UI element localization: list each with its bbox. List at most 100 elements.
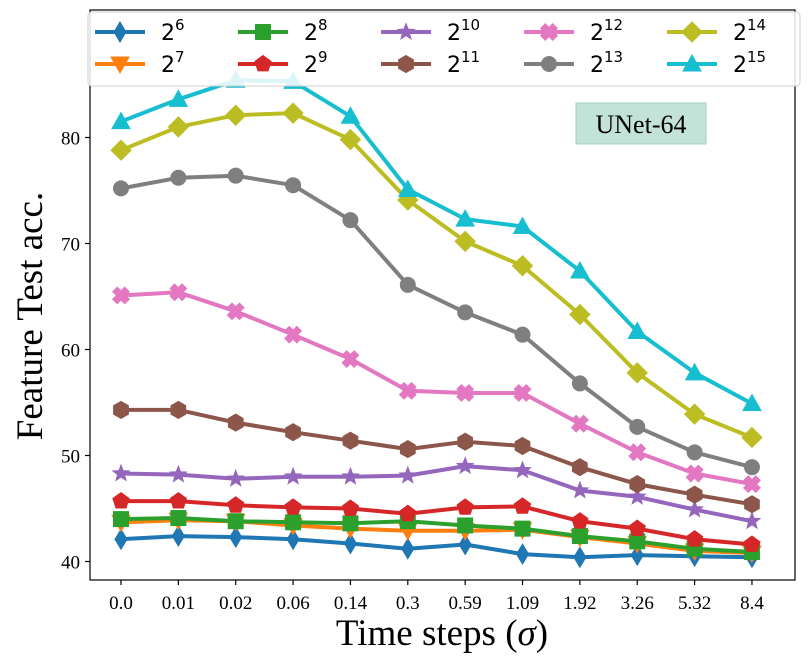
data-point [455, 209, 476, 227]
data-point [170, 510, 187, 527]
y-axis: 40 50 60 70 80 [61, 129, 90, 574]
data-point [511, 255, 534, 277]
x-tick-label: 0.01 [162, 593, 195, 614]
data-point [113, 511, 129, 528]
data-point [629, 533, 646, 550]
data-point [340, 106, 361, 124]
data-point [282, 102, 304, 124]
legend-item-2-6: 26 [95, 16, 185, 46]
x-axis-title-text: Time steps ( [336, 613, 518, 654]
series-line-2-10 [120, 464, 753, 524]
x-tick-label: 3.26 [621, 593, 654, 614]
y-tick-label: 50 [61, 447, 80, 468]
x-axis: 0.0 0.01 0.02 0.06 0.14 0.3 0.59 1.09 1.92 3.26 5.… [109, 580, 764, 614]
x-axis-title: Time steps (σ) [336, 613, 548, 654]
x-tick-label: 1.92 [563, 593, 596, 614]
legend-label: 27 [161, 48, 185, 78]
series-2-12 [111, 283, 761, 494]
data-point [399, 276, 416, 293]
legend-marker [254, 54, 272, 72]
data-point [629, 475, 646, 494]
x-tick-label: 0.59 [449, 593, 482, 614]
data-point [225, 104, 247, 126]
data-point [742, 511, 762, 530]
data-point [227, 413, 244, 432]
data-point [341, 466, 360, 485]
data-point [570, 480, 590, 499]
data-point [744, 495, 760, 514]
data-point [626, 362, 648, 384]
annotation-label: UNet-64 [596, 110, 687, 139]
series-layer [110, 70, 763, 569]
data-point [455, 456, 475, 475]
legend-label: 29 [304, 48, 328, 78]
data-point [167, 116, 190, 138]
data-point [341, 350, 360, 369]
data-point [572, 458, 588, 477]
data-point [111, 286, 131, 305]
x-tick-label: 0.0 [109, 593, 133, 614]
legend-marker [396, 22, 416, 41]
data-point [170, 400, 187, 419]
data-point [342, 431, 359, 450]
data-point [514, 326, 531, 343]
series-2-14 [110, 102, 763, 449]
legend-marker [539, 22, 559, 42]
data-point [171, 525, 185, 548]
data-point [627, 321, 648, 339]
data-point [342, 515, 359, 532]
data-point [457, 304, 474, 321]
data-point [513, 497, 532, 514]
legend-item-2-9: 29 [238, 48, 328, 78]
series-2-10 [111, 456, 762, 530]
data-point [285, 514, 302, 531]
data-point [684, 362, 705, 381]
legend-item-2-15: 215 [667, 48, 766, 78]
data-point [168, 89, 189, 107]
data-point [113, 180, 129, 197]
legend-item-2-11: 211 [381, 48, 480, 78]
legend-marker [255, 24, 271, 40]
data-point [515, 543, 530, 566]
legend-marker [681, 21, 703, 43]
legend-marker [398, 54, 414, 74]
legend-label: 211 [447, 48, 480, 78]
legend-label: 212 [590, 16, 623, 46]
legend-item-2-12: 212 [524, 16, 623, 46]
data-point [111, 463, 131, 482]
data-point [168, 464, 188, 483]
data-point [513, 460, 532, 479]
data-point [742, 393, 762, 412]
legend-item-2-14: 214 [667, 16, 766, 46]
data-point [456, 383, 475, 402]
data-point [398, 381, 417, 400]
series-line-2-8 [120, 516, 753, 554]
data-point [571, 512, 589, 529]
x-tick-label: 0.14 [334, 593, 368, 614]
data-point [571, 528, 588, 545]
legend-marker [110, 56, 130, 75]
data-point [686, 485, 703, 504]
legend-label: 26 [161, 16, 185, 46]
data-point [343, 532, 358, 555]
legend-marker [113, 21, 127, 43]
data-point [113, 400, 129, 419]
data-point [571, 375, 588, 392]
data-point [111, 111, 131, 130]
data-point [573, 546, 587, 569]
data-point [285, 177, 302, 194]
data-point [284, 498, 302, 515]
data-point [514, 436, 531, 456]
legend-marker [541, 56, 557, 72]
data-point [743, 535, 761, 552]
series-line-2-9 [121, 499, 753, 547]
series-2-9 [112, 491, 761, 552]
data-point [341, 499, 360, 516]
data-point [226, 302, 245, 321]
data-point [114, 528, 128, 551]
data-point [283, 466, 303, 485]
data-point [685, 464, 704, 483]
series-line-2-14 [120, 111, 753, 440]
legend-label: 28 [304, 16, 328, 46]
